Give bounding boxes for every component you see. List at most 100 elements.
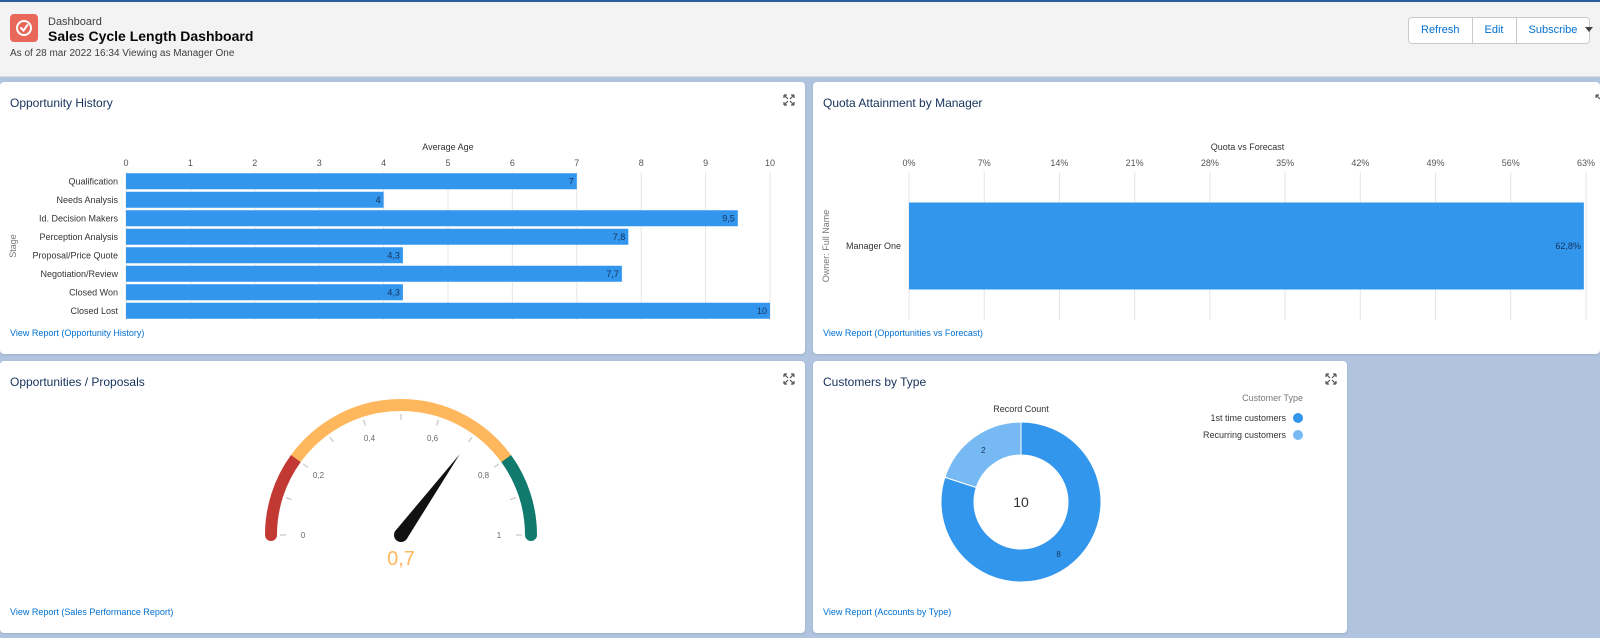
card-title-opportunities-proposals: Opportunities / Proposals: [10, 375, 145, 389]
more-actions-dropdown[interactable]: [1583, 22, 1595, 36]
x-tick-label: 21%: [1126, 158, 1144, 168]
category-label: Perception Analysis: [39, 232, 118, 242]
edit-button[interactable]: Edit: [1472, 18, 1517, 43]
quota-attainment-chart: Quota vs Forecast 0% 7% 14% 21% 28% 35% 42% 49% 5…: [821, 142, 1595, 320]
card-title-opportunity-history: Opportunity History: [10, 96, 113, 110]
chart-title: Quota vs Forecast: [1211, 142, 1285, 152]
data-label: 4: [376, 195, 381, 205]
gauge-tick-label: 0,2: [313, 471, 325, 480]
data-label: 7,7: [606, 269, 619, 279]
x-tick-label: 5: [445, 158, 450, 168]
data-label: 9,5: [722, 213, 735, 223]
category-label: Proposal/Price Quote: [32, 250, 118, 260]
x-tick-label: 42%: [1351, 158, 1369, 168]
chart-title: Average Age: [422, 142, 473, 152]
data-label: 10: [757, 306, 767, 316]
dashboard-app-icon: [10, 14, 38, 42]
view-report-sales-performance-link[interactable]: View Report (Sales Performance Report): [10, 607, 174, 617]
data-label: 7: [569, 176, 574, 186]
bar: [126, 173, 577, 190]
customers-donut-chart: Record Count 8 2 10 Customer Type 1st time cu…: [940, 393, 1303, 583]
gauge-value: 0,7: [387, 548, 415, 570]
x-tick-label: 14%: [1050, 158, 1068, 168]
refresh-button[interactable]: Refresh: [1409, 18, 1473, 43]
x-tick-label: 56%: [1502, 158, 1520, 168]
opportunities-proposals-card: Opportunities / Proposals 0 0,2 0,4 0,6 0,8 1…: [0, 361, 805, 633]
view-report-accounts-by-type-link[interactable]: View Report (Accounts by Type): [823, 607, 952, 617]
data-label: 4,3: [387, 250, 400, 260]
legend-label: Recurring customers: [1203, 430, 1287, 440]
dashboard-header: Dashboard Sales Cycle Length Dashboard A…: [0, 2, 1600, 77]
gauge-tick: [493, 463, 500, 468]
category-label: Manager One: [846, 241, 901, 251]
opportunity-history-chart: Average Age 0 1 2 3 4 5 6 7 8 9 10 7 Qualification 4 Ne…: [8, 142, 775, 320]
x-tick-label: 7%: [978, 158, 991, 168]
bar: [126, 284, 403, 301]
x-tick-label: 4: [381, 158, 386, 168]
gauge-band-low: [265, 452, 302, 541]
x-tick-label: 8: [639, 158, 644, 168]
x-tick-label: 7: [574, 158, 579, 168]
x-tick-label: 10: [765, 158, 775, 168]
donut-total: 10: [1013, 494, 1029, 510]
expand-icon[interactable]: [783, 94, 795, 106]
view-report-opportunity-history-link[interactable]: View Report (Opportunity History): [10, 328, 145, 338]
expand-icon[interactable]: [1595, 94, 1600, 106]
x-tick-label: 2: [252, 158, 257, 168]
legend-swatch: [1293, 430, 1303, 440]
x-tick-label: 35%: [1276, 158, 1294, 168]
chevron-down-icon: [1585, 27, 1593, 32]
card-title-quota-attainment: Quota Attainment by Manager: [823, 96, 983, 110]
header-subtitle: As of 28 mar 2022 16:34 Viewing as Manag…: [10, 48, 235, 59]
expand-icon[interactable]: [1325, 373, 1337, 385]
gauge-tick: [363, 419, 366, 426]
x-tick-label: 0%: [902, 158, 915, 168]
legend-title: Customer Type: [1242, 393, 1303, 403]
top-accent-line: [0, 0, 1600, 2]
x-tick-label: 49%: [1427, 158, 1445, 168]
gauge-tick-label: 0,8: [478, 471, 490, 480]
y-axis-label: Stage: [8, 234, 18, 258]
gauge-tick-label: 0,6: [427, 434, 439, 443]
gauge-needle: [395, 454, 460, 540]
page-title: Sales Cycle Length Dashboard: [48, 28, 254, 44]
legend-swatch: [1293, 413, 1303, 423]
slice-label: 8: [1056, 550, 1061, 559]
opportunity-history-card: Opportunity History Average Age 0 1 2 3 4 5 6 7 8…: [0, 82, 805, 354]
gauge-tick: [510, 497, 517, 500]
subscribe-button[interactable]: Subscribe: [1516, 18, 1590, 43]
category-label: Id. Decision Makers: [39, 213, 119, 223]
chart-title: Record Count: [993, 404, 1049, 414]
category-label: Negotiation/Review: [40, 269, 118, 279]
view-report-opportunities-vs-forecast-link[interactable]: View Report (Opportunities vs Forecast): [823, 328, 983, 338]
header-button-group: Refresh Edit Subscribe: [1408, 17, 1591, 44]
bar: [126, 210, 738, 227]
gauge-band-high: [500, 452, 537, 541]
x-tick-label: 3: [317, 158, 322, 168]
gauge-tick: [302, 463, 309, 468]
donut-slice: [940, 421, 1102, 583]
category-label: Closed Won: [69, 287, 118, 297]
gauge-band-mid: [290, 399, 512, 463]
bar: [126, 247, 403, 264]
gauge-tick: [468, 436, 473, 443]
donut-slice: [944, 421, 1022, 489]
expand-icon[interactable]: [783, 373, 795, 385]
bar: [126, 302, 770, 319]
opportunities-gauge: 0 0,2 0,4 0,6 0,8 1 0,7: [265, 399, 537, 570]
gauge-tick: [329, 436, 334, 443]
card-title-customers-by-type: Customers by Type: [823, 375, 927, 389]
gauge-tick-label: 1: [497, 531, 502, 540]
bar: [126, 265, 622, 282]
bar: [909, 202, 1584, 290]
category-label: Qualification: [68, 176, 118, 186]
gauge-tick-label: 0: [301, 531, 306, 540]
customers-by-type-card: Customers by Type Record Count 8 2 10 Custom…: [813, 361, 1347, 633]
gauge-tick: [285, 497, 292, 500]
data-label: 62,8%: [1555, 241, 1581, 251]
bar: [126, 228, 629, 245]
gauge-tick-label: 0,4: [364, 434, 376, 443]
category-label: Needs Analysis: [56, 195, 118, 205]
gauge-tick: [436, 419, 439, 426]
data-label: 4,3: [387, 287, 400, 297]
